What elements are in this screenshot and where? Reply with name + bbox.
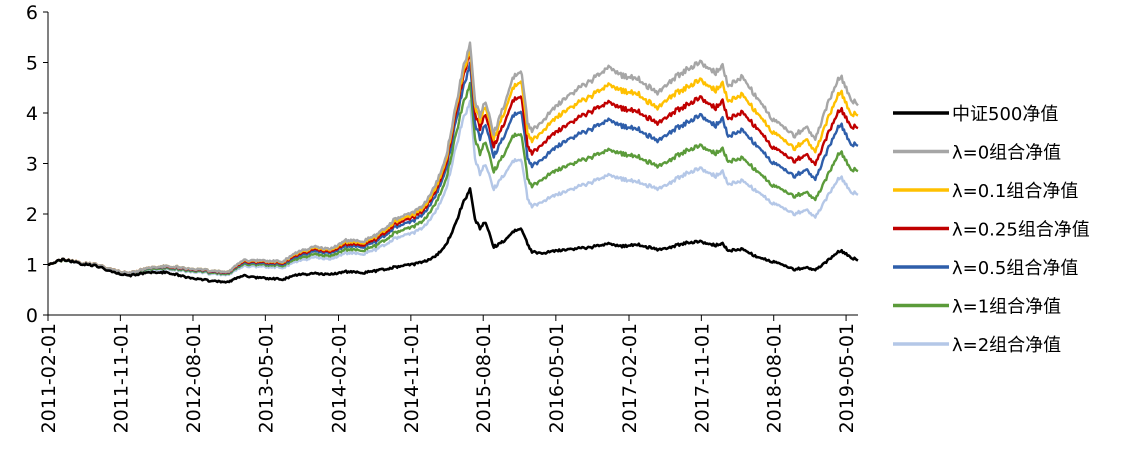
x-tick-label: 2016-05-01 — [546, 323, 568, 433]
y-tick-label: 6 — [26, 2, 38, 24]
y-tick-label: 2 — [26, 204, 38, 226]
legend-label-6: λ=2组合净值 — [952, 335, 1061, 356]
series-line-4 — [47, 61, 859, 276]
y-tick-label: 3 — [26, 154, 38, 176]
x-tick-label: 2018-08-01 — [764, 323, 786, 433]
x-tick-label: 2015-08-01 — [473, 323, 495, 433]
legend-label-5: λ=1组合净值 — [952, 297, 1061, 318]
legend-label-4: λ=0.5组合净值 — [952, 258, 1078, 279]
series-layer — [47, 41, 859, 284]
x-tick-label: 2017-11-01 — [691, 323, 713, 433]
x-tick-label: 2014-02-01 — [329, 323, 351, 433]
x-tick-label: 2017-02-01 — [619, 323, 641, 433]
legend-label-3: λ=0.25组合净值 — [952, 220, 1090, 241]
x-tick-label: 2019-05-01 — [836, 323, 858, 433]
x-tick-label: 2013-05-01 — [255, 323, 277, 433]
legend-label-0: 中证500净值 — [952, 104, 1058, 125]
x-tick-label: 2012-08-01 — [183, 323, 205, 433]
series-line-1 — [47, 41, 859, 275]
y-tick-label: 5 — [26, 53, 38, 75]
series-line-5 — [47, 81, 859, 276]
x-tick-label: 2011-11-01 — [110, 323, 132, 433]
x-tick-label: 2014-11-01 — [401, 323, 423, 433]
y-tick-label: 1 — [26, 255, 38, 277]
legend: 中证500净值 λ=0组合净值 λ=0.1组合净值 λ=0.25组合净值 λ=0.5组合… — [893, 104, 1090, 356]
series-line-0 — [47, 187, 859, 284]
legend-label-1: λ=0组合净值 — [952, 143, 1061, 164]
x-tick-labels: 2011-02-01 2011-11-01 2012-08-01 2013-05-01… — [38, 315, 858, 433]
y-tick-label: 0 — [26, 305, 38, 327]
y-tick-labels: 0 1 2 3 4 5 6 — [26, 2, 48, 327]
x-tick-label: 2011-02-01 — [38, 323, 60, 433]
legend-label-2: λ=0.1组合净值 — [952, 181, 1078, 202]
y-tick-label: 4 — [26, 103, 38, 125]
